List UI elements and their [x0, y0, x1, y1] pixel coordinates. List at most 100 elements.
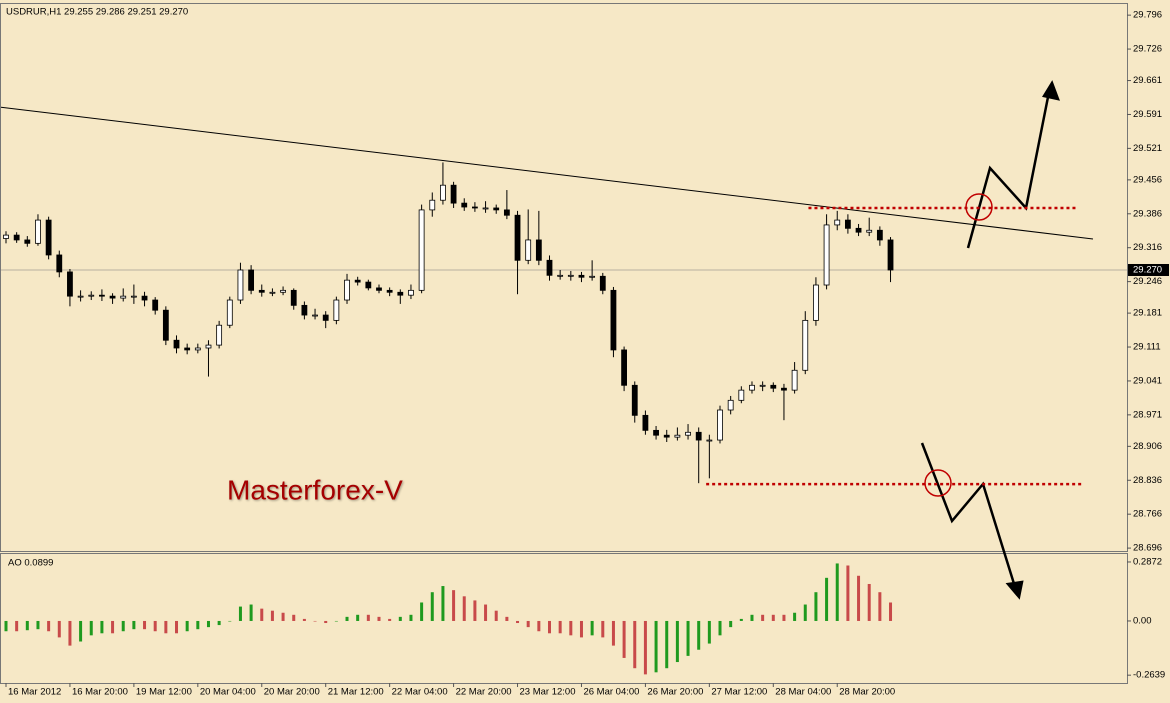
ao-bar	[697, 620, 701, 650]
candle-body	[727, 399, 734, 411]
x-tick-label: 27 Mar 12:00	[711, 687, 767, 698]
y-tick-label: 29.316	[1133, 242, 1162, 253]
ao-bar	[857, 575, 861, 621]
candle-body	[258, 289, 265, 293]
y-tick-label: 28.836	[1133, 475, 1162, 486]
ao-bar	[175, 620, 179, 634]
ao-bar	[505, 616, 509, 621]
ao-bar	[313, 620, 317, 622]
ao-bar	[803, 604, 807, 621]
candle-body	[674, 434, 681, 438]
ao-bar	[665, 620, 669, 669]
ao-bar	[686, 620, 690, 656]
ao-bar	[473, 600, 477, 621]
ao-bar	[260, 608, 264, 621]
x-tick-label: 23 Mar 12:00	[520, 687, 576, 698]
candle-body	[226, 299, 233, 326]
ao-bar	[718, 620, 722, 636]
candle-body	[514, 214, 521, 261]
y-tick-label: 29.041	[1133, 375, 1162, 386]
x-tick-label: 26 Mar 04:00	[583, 687, 639, 698]
ao-bar	[164, 620, 168, 634]
down-arrow	[920, 442, 1017, 588]
ao-bar	[68, 620, 72, 646]
candle-body	[290, 289, 297, 306]
ao-bar	[622, 620, 626, 658]
y-tick-label: 29.456	[1133, 174, 1162, 185]
y-tick-label: 29.521	[1133, 143, 1162, 154]
ao-bar	[846, 565, 850, 621]
ao-bar	[281, 612, 285, 621]
y-tick-label: 29.796	[1133, 10, 1162, 21]
ao-bar	[334, 620, 338, 622]
ao-bar	[292, 614, 296, 621]
price-label: 29.270	[1133, 265, 1162, 276]
candle-body	[844, 219, 851, 229]
candle-body	[88, 294, 95, 297]
ao-bar	[867, 583, 871, 621]
ao-bar	[345, 616, 349, 621]
x-tick-label: 21 Mar 12:00	[328, 687, 384, 698]
ao-bar	[121, 620, 125, 632]
ao-bar	[217, 620, 221, 626]
candle-body	[162, 309, 169, 341]
y-tick-label: 28.766	[1133, 509, 1162, 520]
ao-panel-frame	[0, 553, 1128, 684]
candle-body	[99, 294, 105, 297]
ao-bar	[835, 563, 839, 621]
candle-body	[248, 269, 255, 291]
x-tick-label: 16 Mar 2012	[8, 687, 61, 698]
ao-bar	[185, 620, 189, 632]
candle-body	[546, 259, 553, 276]
ao-bar	[814, 592, 818, 621]
candle-body	[813, 284, 819, 321]
ao-bar	[57, 620, 61, 638]
candle-body	[67, 271, 73, 297]
ao-bar	[643, 620, 647, 675]
y-tick-label: -0.2639	[1133, 670, 1165, 681]
x-tick-label: 20 Mar 20:00	[264, 687, 320, 698]
candle-body	[589, 275, 596, 278]
ao-bar	[4, 620, 8, 632]
candle-body	[866, 229, 873, 233]
y-tick-label: 28.696	[1133, 543, 1162, 554]
ao-bar	[153, 620, 157, 632]
ao-bar	[484, 604, 488, 621]
ao-bar	[452, 590, 456, 621]
candle-body	[429, 199, 436, 211]
ao-bar	[420, 602, 424, 621]
y-tick-label: 0.00	[1133, 615, 1152, 626]
ao-bar	[79, 620, 83, 642]
x-tick-label: 28 Mar 20:00	[839, 687, 895, 698]
ao-bar	[270, 610, 274, 621]
candle-body	[130, 295, 137, 298]
candle-body	[802, 319, 809, 371]
candle-body	[631, 384, 638, 416]
candle-body	[173, 339, 180, 349]
y-tick-label: 29.181	[1133, 308, 1162, 319]
y-tick-label: 29.386	[1133, 208, 1162, 219]
candle-body	[354, 279, 361, 283]
ao-bar	[366, 614, 370, 621]
ao-bar	[249, 604, 253, 621]
ao-bar	[462, 596, 466, 621]
candle-body	[120, 295, 127, 299]
ao-bar	[601, 620, 605, 638]
ao-bar	[771, 614, 775, 621]
ao-bar	[590, 620, 594, 636]
ao-bar	[516, 620, 520, 624]
annotation: Masterforex-V	[227, 474, 403, 505]
candle-body	[855, 227, 862, 233]
ao-bar	[750, 614, 754, 621]
candle-body	[706, 439, 713, 442]
y-tick-label: 29.246	[1133, 276, 1162, 287]
ao-bar	[825, 577, 829, 621]
candle-body	[823, 224, 830, 286]
candle-body	[738, 389, 745, 401]
ao-bar	[793, 612, 797, 621]
candle-body	[365, 281, 372, 289]
ao-bar	[782, 614, 786, 621]
ao-bar	[633, 620, 637, 669]
candle-body	[450, 184, 457, 204]
